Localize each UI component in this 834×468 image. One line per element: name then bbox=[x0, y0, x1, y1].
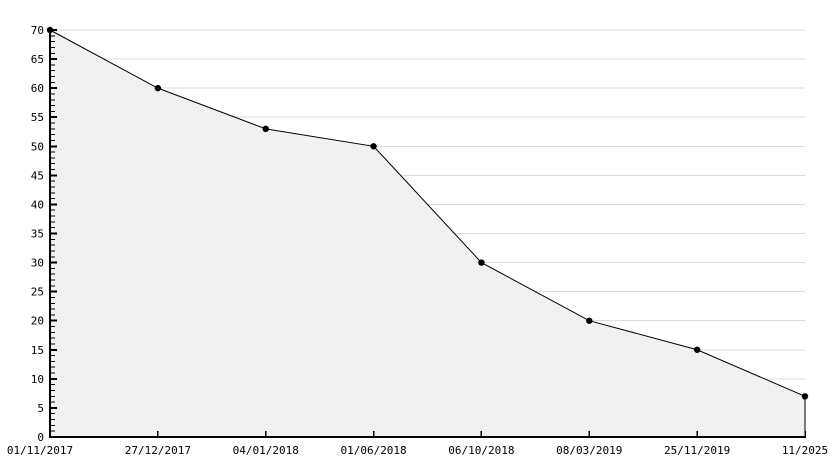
x-axis-label: 27/12/2017 bbox=[125, 444, 191, 457]
y-axis-label: 60 bbox=[31, 82, 44, 95]
data-point-marker bbox=[154, 84, 162, 92]
data-point-marker bbox=[262, 125, 269, 133]
data-point-marker bbox=[478, 259, 485, 266]
y-axis-label: 0 bbox=[37, 431, 44, 444]
y-axis-label: 15 bbox=[31, 344, 44, 357]
data-point-marker bbox=[801, 393, 809, 400]
y-axis-label: 45 bbox=[31, 169, 44, 182]
data-point-marker bbox=[693, 346, 701, 353]
y-axis-label: 25 bbox=[31, 286, 44, 299]
x-axis-label: 01/06/2018 bbox=[340, 444, 406, 457]
y-axis-label: 35 bbox=[31, 228, 44, 241]
data-point-marker bbox=[370, 143, 377, 150]
y-axis-label: 20 bbox=[31, 315, 44, 328]
x-axis-label: 25/11/2019 bbox=[664, 444, 730, 457]
y-axis-label: 70 bbox=[31, 24, 44, 37]
x-axis-label: 04/01/2018 bbox=[233, 444, 299, 457]
y-axis-label: 30 bbox=[31, 257, 44, 270]
x-axis-label: 08/03/2019 bbox=[556, 444, 622, 457]
y-axis-label: 50 bbox=[31, 140, 44, 153]
y-axis-label: 65 bbox=[31, 53, 44, 66]
y-axis-label: 40 bbox=[31, 198, 44, 211]
y-axis-label: 10 bbox=[31, 373, 44, 386]
y-axis-label: 5 bbox=[37, 402, 44, 415]
y-axis-label: 55 bbox=[31, 111, 44, 124]
data-point-marker bbox=[586, 317, 593, 324]
x-axis-label: 06/10/2018 bbox=[448, 444, 514, 457]
x-axis-label: 11/2025 bbox=[782, 444, 828, 457]
x-axis-label: 01/11/2017 bbox=[7, 444, 73, 457]
